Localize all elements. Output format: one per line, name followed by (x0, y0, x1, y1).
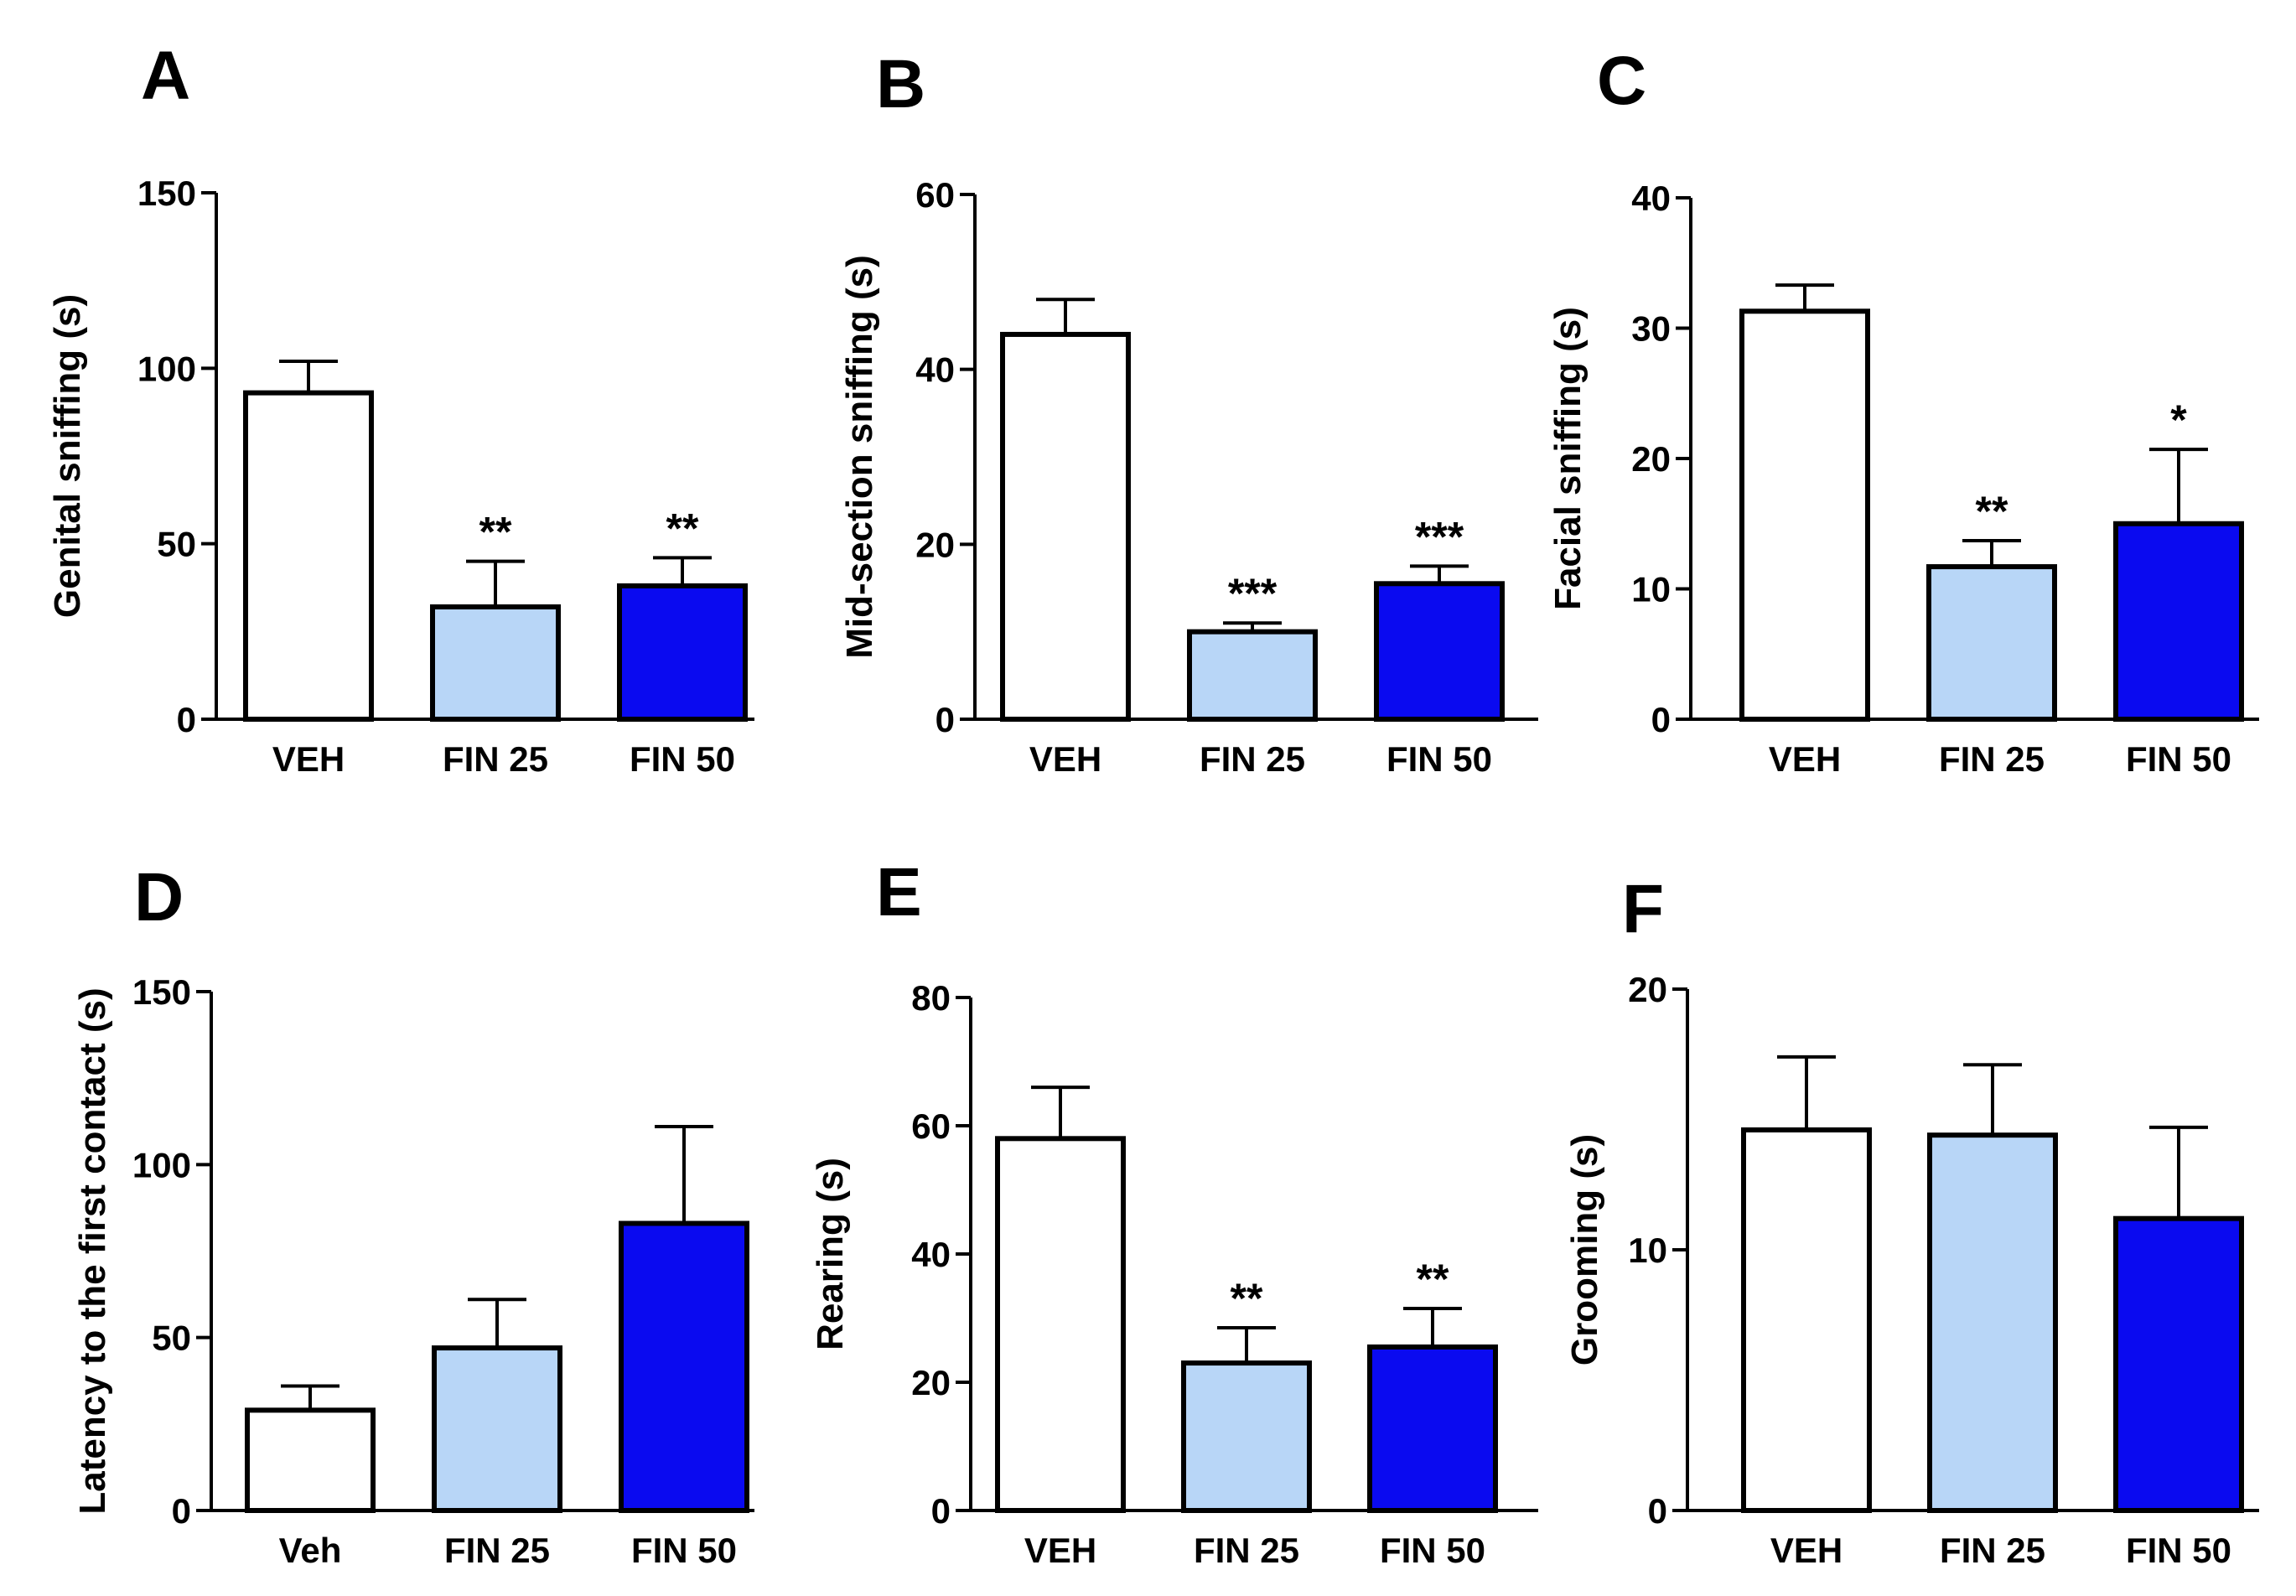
category-label: FIN 25 (1939, 739, 2045, 779)
category-label: FIN 25 (443, 739, 548, 779)
category-label: VEH (272, 739, 345, 779)
y-tick-label: 60 (911, 1106, 951, 1146)
y-tick-label: 80 (911, 978, 951, 1018)
category-label: FIN 50 (2126, 1531, 2231, 1570)
bar-fin-25 (1926, 564, 2057, 722)
significance-marker: *** (1415, 513, 1464, 560)
y-tick-label: 0 (1651, 700, 1671, 739)
bar-veh (1000, 331, 1131, 722)
y-tick-label: 10 (1631, 570, 1671, 609)
y-tick-label: 20 (911, 1363, 951, 1402)
y-tick-label: 50 (157, 525, 196, 564)
bar-veh (245, 1407, 376, 1513)
bar-veh (1741, 1127, 1872, 1513)
significance-marker: * (2170, 396, 2187, 443)
y-tick-label: 40 (915, 350, 955, 390)
y-tick-label: 0 (1648, 1491, 1667, 1531)
y-axis-label: Rearing (s) (810, 1158, 851, 1350)
significance-marker: ** (1417, 1256, 1449, 1303)
y-tick-label: 60 (915, 175, 955, 215)
panel-a: A 0 50 100 150 Genital sniffing (s) VEH ** FIN 2… (47, 38, 754, 779)
category-label: VEH (1769, 739, 1841, 779)
y-axis-label: Mid-section sniffing (s) (839, 255, 880, 659)
significance-marker: ** (479, 509, 512, 556)
panel-c: C 0 10 20 30 40 Facial sniffing (s) VEH ** FIN 25… (1547, 43, 2259, 779)
panel-f: F 0 10 20 Grooming (s) VEH FIN 25 FIN 50 (1564, 871, 2259, 1570)
y-tick-label: 20 (1631, 439, 1671, 479)
category-label: FIN 25 (1194, 1531, 1299, 1570)
category-label: VEH (1770, 1531, 1843, 1570)
y-axis-label: Latency to the first contact (s) (72, 987, 113, 1514)
bar-veh (243, 390, 374, 722)
significance-marker: ** (1976, 488, 2008, 535)
significance-marker: ** (1231, 1275, 1263, 1322)
category-label: VEH (1024, 1531, 1096, 1570)
bar-fin-50 (2113, 521, 2244, 722)
y-tick-label: 0 (177, 700, 196, 739)
bar-fin-50 (2113, 1215, 2244, 1514)
y-axis-label: Grooming (s) (1564, 1134, 1605, 1365)
bar-fin-25 (1181, 1360, 1312, 1514)
panel-letter: F (1622, 871, 1664, 947)
category-label: FIN 25 (1200, 739, 1305, 779)
bar-fin-50 (1367, 1344, 1498, 1514)
y-tick-label: 10 (1628, 1231, 1667, 1270)
y-tick-label: 150 (132, 972, 191, 1012)
y-tick-label: 30 (1631, 309, 1671, 349)
panel-letter: A (141, 38, 190, 114)
category-label: FIN 50 (631, 1531, 737, 1570)
y-tick-label: 40 (911, 1235, 951, 1274)
panel-letter: E (876, 854, 922, 930)
panel-e: E 0 20 40 60 80 Rearing (s) VEH ** FIN 25 ** FIN 50 (810, 854, 1538, 1570)
y-tick-label: 50 (152, 1319, 191, 1358)
y-tick-label: 100 (132, 1145, 191, 1184)
category-label: VEH (1029, 739, 1101, 779)
panel-letter: D (134, 859, 184, 935)
category-label: FIN 50 (630, 739, 735, 779)
significance-marker: *** (1228, 570, 1278, 617)
bar-fin-25 (1187, 629, 1318, 723)
bar-fin-25 (432, 1345, 562, 1513)
y-axis-label: Genital sniffing (s) (47, 294, 88, 618)
bar-fin-50 (1374, 581, 1505, 722)
bar-fin-25 (1927, 1132, 2058, 1514)
y-tick-label: 40 (1631, 179, 1671, 218)
bar-fin-50 (617, 583, 748, 723)
bar-veh (1739, 308, 1870, 722)
panel-b: B 0 20 40 60 Mid-section sniffing (s) VEH *** FI… (839, 46, 1538, 779)
y-tick-label: 20 (1628, 970, 1667, 1009)
y-tick-label: 0 (931, 1491, 951, 1531)
y-tick-label: 20 (915, 525, 955, 564)
category-label: FIN 50 (1386, 739, 1492, 779)
bar-veh (995, 1136, 1126, 1514)
y-tick-label: 0 (936, 700, 955, 739)
y-axis-label: Facial sniffing (s) (1547, 307, 1589, 610)
category-label: FIN 25 (1940, 1531, 2045, 1570)
category-label: FIN 50 (2126, 739, 2231, 779)
panel-d: D 0 50 100 150 Latency to the first contact (… (72, 859, 754, 1570)
y-tick-label: 100 (137, 349, 196, 388)
y-tick-label: 0 (172, 1491, 191, 1531)
panel-letter: B (876, 46, 925, 122)
category-label: Veh (279, 1531, 342, 1570)
significance-marker: ** (666, 505, 699, 552)
category-label: FIN 50 (1380, 1531, 1485, 1570)
y-tick-label: 150 (137, 174, 196, 213)
category-label: FIN 25 (444, 1531, 550, 1570)
bar-fin-50 (619, 1220, 749, 1514)
bar-fin-25 (430, 604, 561, 722)
panel-letter: C (1597, 43, 1646, 119)
